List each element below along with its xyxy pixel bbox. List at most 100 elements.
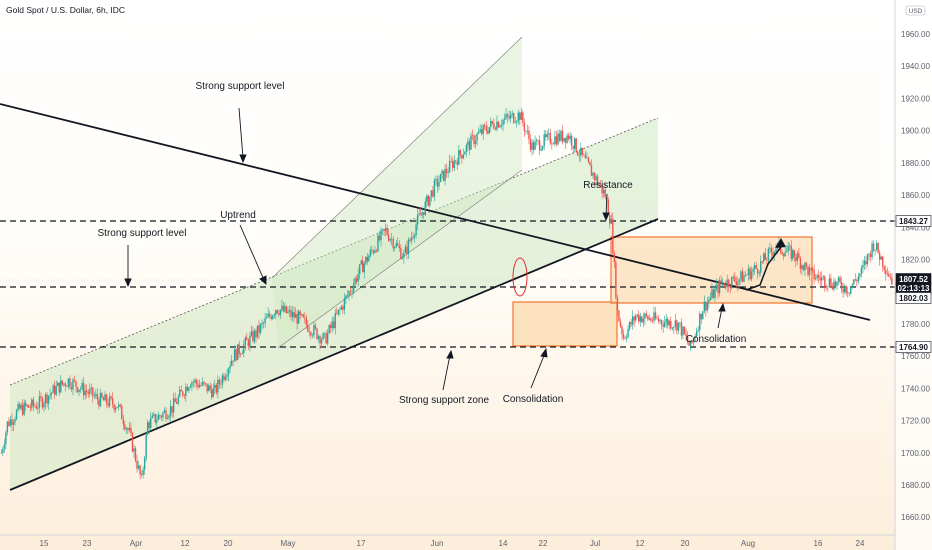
candle-body [246,337,248,341]
candle-body [764,253,767,260]
candle-body [616,297,619,311]
candle-body [601,184,603,194]
candle-body [38,396,41,408]
candle-body [96,393,99,400]
candle-body [720,280,722,284]
candle-body [444,169,446,181]
candle-body [284,306,286,312]
candle-body [609,215,611,224]
candle-body [345,295,347,299]
candle-body [485,126,487,131]
candle-body [636,314,638,317]
candle-body [378,235,381,241]
candle-body [638,314,640,322]
descending-trend-line[interactable] [0,103,871,321]
currency-badge[interactable] [905,5,926,16]
candle-body [621,326,623,335]
x-tick-label: 12 [181,539,190,548]
candle-body [403,252,405,258]
candle-body [535,140,538,142]
y-tick-label: 1820.00 [901,256,930,265]
candle-body [272,315,274,319]
candle-body [505,114,507,119]
candle-body [301,314,303,315]
candle-body [580,147,582,156]
candle-body [148,422,150,428]
candle-body [177,396,179,404]
candle-body [40,396,42,399]
candle-body [691,340,693,343]
candle-body [110,396,112,399]
candle-body [352,284,355,292]
candle-body [737,281,739,286]
y-tick-label: 1720.00 [901,417,930,426]
currency-badge-text: USD [909,8,923,15]
candle-body [93,395,96,397]
price-tag-box[interactable] [895,292,932,304]
candle-body [92,387,94,397]
candle-body [421,212,423,215]
candle-body [276,310,279,314]
ascending-trend-line[interactable] [9,218,659,491]
candle-body [706,302,709,311]
y-tick-label: 1660.00 [901,513,930,522]
candle-body [464,152,466,155]
candle-body [839,277,841,283]
candle-body [673,327,675,328]
candle-body [554,136,556,144]
candle-body [73,379,76,381]
candle-body [258,325,260,333]
candle-body [154,414,157,423]
candle-body [502,119,504,126]
candle-body [516,121,518,123]
candle-body [171,406,173,413]
candle-body [241,352,243,355]
candle-body [528,130,530,139]
candle-body [670,320,672,329]
candle-body [435,179,437,181]
candle-body [804,262,806,271]
candle-body [15,410,18,420]
label-strong-support-level-left: Strong support level [98,228,187,239]
candle-body [58,382,60,393]
candle-body [278,313,280,316]
candle-body [423,212,425,215]
candle-body [581,147,584,155]
candle-body [143,458,146,470]
candle-body [322,333,324,340]
candle-body [592,172,594,176]
x-tick-label: 14 [499,539,508,548]
candle-body [482,125,484,134]
candle-body [631,316,634,325]
candle-body [866,254,869,265]
candle-body [355,278,358,282]
candle-body [259,324,262,333]
candle-body [785,250,788,253]
candle-body [12,422,15,425]
candle-body [304,317,306,319]
candle-body [140,474,143,476]
candle-body [773,251,776,256]
x-tick-label: 20 [681,539,690,548]
candle-body [607,199,609,216]
candle-body [44,394,47,404]
candle-body [549,133,551,144]
candle-body [412,237,414,238]
candle-body [95,393,97,396]
consolidation-box-left[interactable] [512,301,618,347]
candle-body [590,165,593,176]
candle-body [845,285,847,293]
candle-body [484,125,486,127]
price-tag-box[interactable] [895,215,932,227]
candle-body [330,325,332,329]
candle-body [793,250,795,258]
x-tick-label: 20 [224,539,233,548]
candle-body [718,280,721,294]
candle-body [339,309,341,310]
candle-body [340,306,343,310]
price-tag-box[interactable] [895,341,932,353]
candle-body [20,404,22,409]
